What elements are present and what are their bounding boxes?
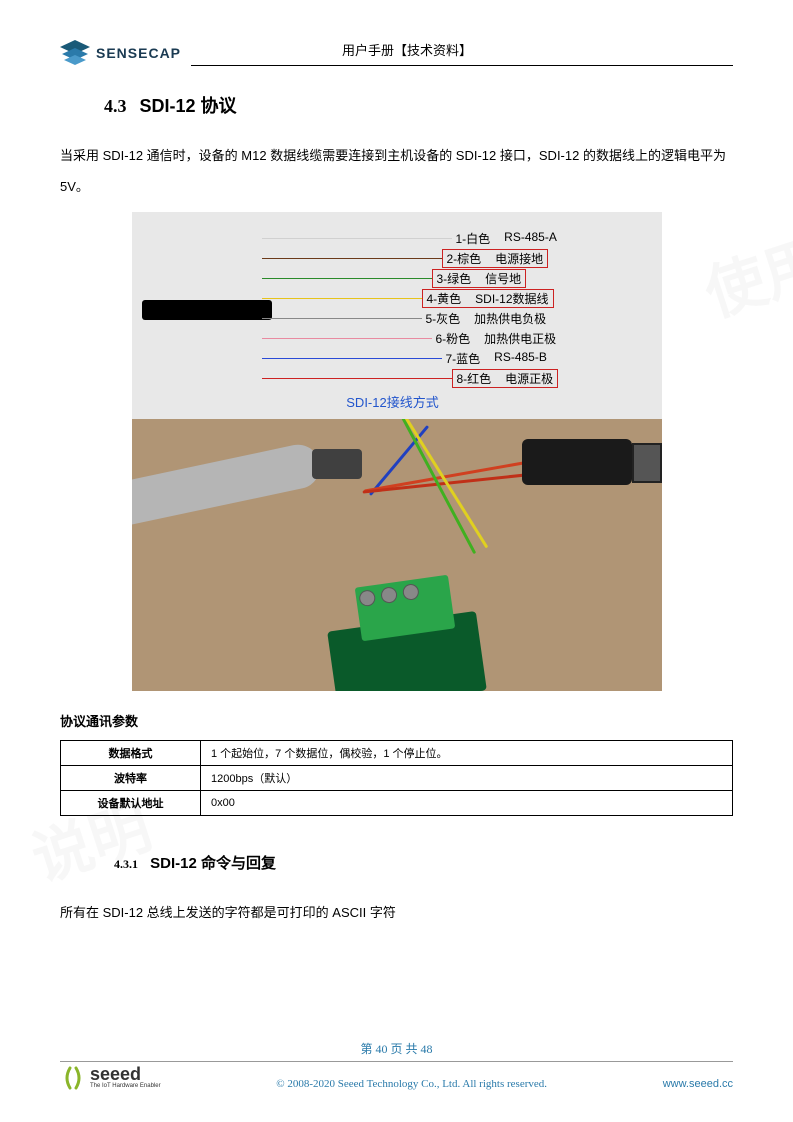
copyright-text: © 2008-2020 Seeed Technology Co., Ltd. A…	[181, 1078, 643, 1090]
seeed-name: seeed	[90, 1065, 161, 1083]
param-table: 数据格式1 个起始位，7 个数据位，偶校验，1 个停止位。波特率1200bps（…	[60, 740, 733, 816]
page-footer: 第 40 页 共 48 seeed The IoT Hardware Enabl…	[60, 1040, 733, 1090]
wire-row-4: 4-黄色SDI-12数据线	[262, 288, 642, 308]
wire-line	[262, 378, 452, 380]
subsection-number: 4.3.1	[114, 857, 138, 871]
sensecap-icon	[60, 40, 90, 66]
param-label: 设备默认地址	[61, 791, 201, 816]
wire-row-6: 6-粉色加热供电正极	[262, 328, 642, 348]
sensecap-brand-text: SENSECAP	[96, 45, 181, 61]
table-row: 设备默认地址0x00	[61, 791, 733, 816]
subsection-title: SDI-12 命令与回复	[150, 855, 276, 872]
wire-row-5: 5-灰色加热供电负极	[262, 308, 642, 328]
param-label: 数据格式	[61, 741, 201, 766]
wire-row-2: 2-棕色电源接地	[262, 248, 642, 268]
wire-label: 8-红色电源正极	[452, 369, 559, 388]
wire-line	[262, 358, 442, 360]
page-header: SENSECAP 用户手册【技术资料】	[60, 40, 733, 72]
header-title: 用户手册【技术资料】	[191, 40, 733, 66]
wire-label: 2-棕色电源接地	[442, 249, 549, 268]
wire-label: 3-绿色信号地	[432, 269, 527, 288]
wire-line	[262, 278, 432, 280]
wire-label: 4-黄色SDI-12数据线	[422, 289, 554, 308]
section-title: SDI-12 协议	[140, 96, 237, 116]
sensecap-logo: SENSECAP	[60, 40, 181, 66]
wire-line	[262, 318, 422, 320]
page-number: 第 40 页 共 48	[60, 1040, 733, 1057]
param-value: 0x00	[201, 791, 733, 816]
website-link[interactable]: www.seeed.cc	[663, 1078, 733, 1090]
intro-paragraph: 当采用 SDI-12 通信时，设备的 M12 数据线缆需要连接到主机设备的 SD…	[60, 140, 733, 202]
section-heading: 4.3 SDI-12 协议	[104, 92, 733, 118]
cable-body	[142, 300, 272, 320]
wire-row-3: 3-绿色信号地	[262, 268, 642, 288]
wiring-diagram: 1-白色RS-485-A 2-棕色电源接地3-绿色信号地4-黄色SDI-12数据线…	[132, 212, 662, 419]
wire-line	[262, 258, 442, 260]
wire-line	[262, 338, 432, 340]
table-row: 波特率1200bps（默认）	[61, 766, 733, 791]
seeed-icon	[60, 1064, 86, 1090]
watermark: 使用	[692, 214, 793, 334]
wire-line	[262, 298, 422, 300]
param-value: 1 个起始位，7 个数据位，偶校验，1 个停止位。	[201, 741, 733, 766]
wire-label: 1-白色RS-485-A	[452, 230, 557, 247]
seeed-logo: seeed The IoT Hardware Enabler	[60, 1064, 161, 1090]
section-number: 4.3	[104, 96, 127, 116]
subsection-heading: 4.3.1 SDI-12 命令与回复	[114, 852, 733, 873]
body-paragraph-2: 所有在 SDI-12 总线上发送的字符都是可打印的 ASCII 字符	[60, 897, 733, 928]
wire-row-1: 1-白色RS-485-A	[262, 228, 642, 248]
wire-line	[262, 238, 452, 240]
wire-label: 5-灰色加热供电负极	[422, 310, 547, 327]
wire-label: 6-粉色加热供电正极	[432, 330, 557, 347]
wire-label: 7-蓝色RS-485-B	[442, 350, 547, 367]
wire-row-7: 7-蓝色RS-485-B	[262, 348, 642, 368]
param-heading: 协议通讯参数	[60, 711, 733, 730]
wire-row-8: 8-红色电源正极	[262, 368, 642, 388]
seeed-tagline: The IoT Hardware Enabler	[90, 1083, 161, 1089]
param-value: 1200bps（默认）	[201, 766, 733, 791]
wiring-photo	[132, 419, 662, 691]
table-row: 数据格式1 个起始位，7 个数据位，偶校验，1 个停止位。	[61, 741, 733, 766]
diagram-caption: SDI-12接线方式	[142, 388, 644, 411]
param-label: 波特率	[61, 766, 201, 791]
